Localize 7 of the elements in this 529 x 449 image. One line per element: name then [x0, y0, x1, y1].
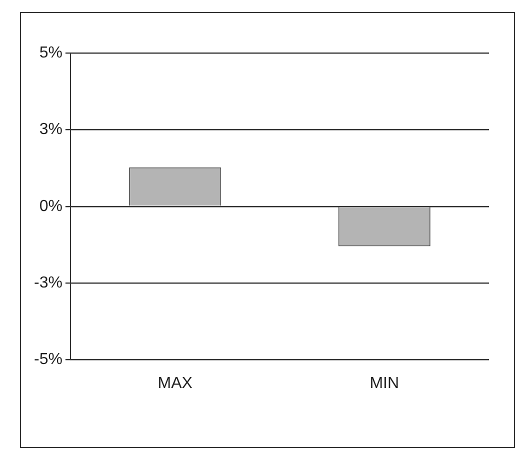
y-tick-label: 0% [39, 198, 62, 215]
x-tick-label: MIN [370, 374, 400, 392]
y-tick-label: 3% [39, 121, 62, 138]
y-tick-label: -5% [34, 351, 62, 368]
x-tick-label: MAX [158, 374, 193, 392]
y-tick-label: 5% [39, 44, 62, 62]
y-tick-label: -3% [34, 274, 62, 292]
